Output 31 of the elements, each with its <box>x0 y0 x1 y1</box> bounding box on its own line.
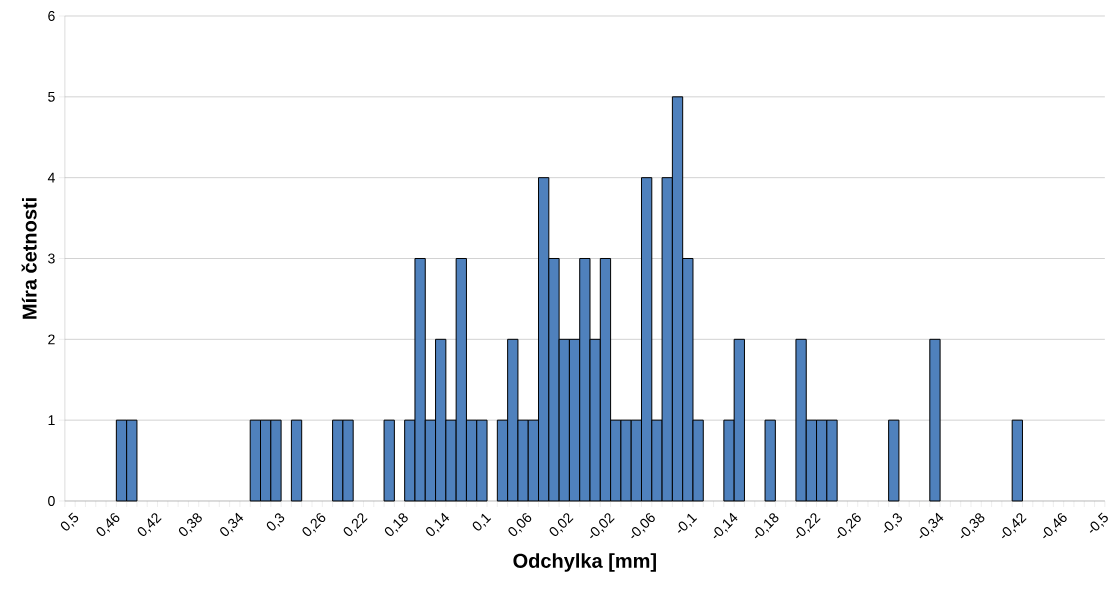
bar <box>929 338 941 502</box>
bar <box>888 419 900 502</box>
x-tick-label: 0,38 <box>178 513 202 536</box>
x-tick-label: 0,5 <box>60 512 79 531</box>
y-tick-label: 2 <box>48 334 55 345</box>
x-tick-label: -0,1 <box>677 513 698 533</box>
x-tick-label: 0,02 <box>549 513 574 536</box>
x-tick-label: 0,14 <box>426 512 450 536</box>
x-tick-label: -0,3 <box>883 513 903 533</box>
bar <box>1011 419 1023 502</box>
x-tick-label: 0,22 <box>343 513 368 536</box>
y-tick-label: 0 <box>48 496 55 506</box>
bar <box>290 419 303 502</box>
x-tick-label: 0,06 <box>508 513 532 536</box>
x-tick-label: 0,1 <box>472 513 492 531</box>
x-tick-label: 0,34 <box>220 512 244 536</box>
y-tick-label: 5 <box>48 91 55 102</box>
x-tick-label: 0,42 <box>137 513 162 536</box>
y-tick-label: 6 <box>48 11 55 21</box>
x-tick-label: -0,5 <box>1089 512 1108 533</box>
y-axis-title: Míra četnosti <box>21 198 37 319</box>
bar <box>383 419 395 502</box>
y-tick-label: 3 <box>48 253 55 264</box>
x-tick-label: 0,26 <box>302 513 326 536</box>
x-tick-label: 0,18 <box>384 513 408 536</box>
y-tick-label: 4 <box>47 172 55 183</box>
y-tick-label: 1 <box>48 415 55 425</box>
x-axis-title: Odchylka [mm] <box>513 553 656 572</box>
x-tick-label: 0,46 <box>96 513 120 536</box>
x-tick-label: 0,3 <box>266 513 285 531</box>
bar <box>764 419 776 502</box>
